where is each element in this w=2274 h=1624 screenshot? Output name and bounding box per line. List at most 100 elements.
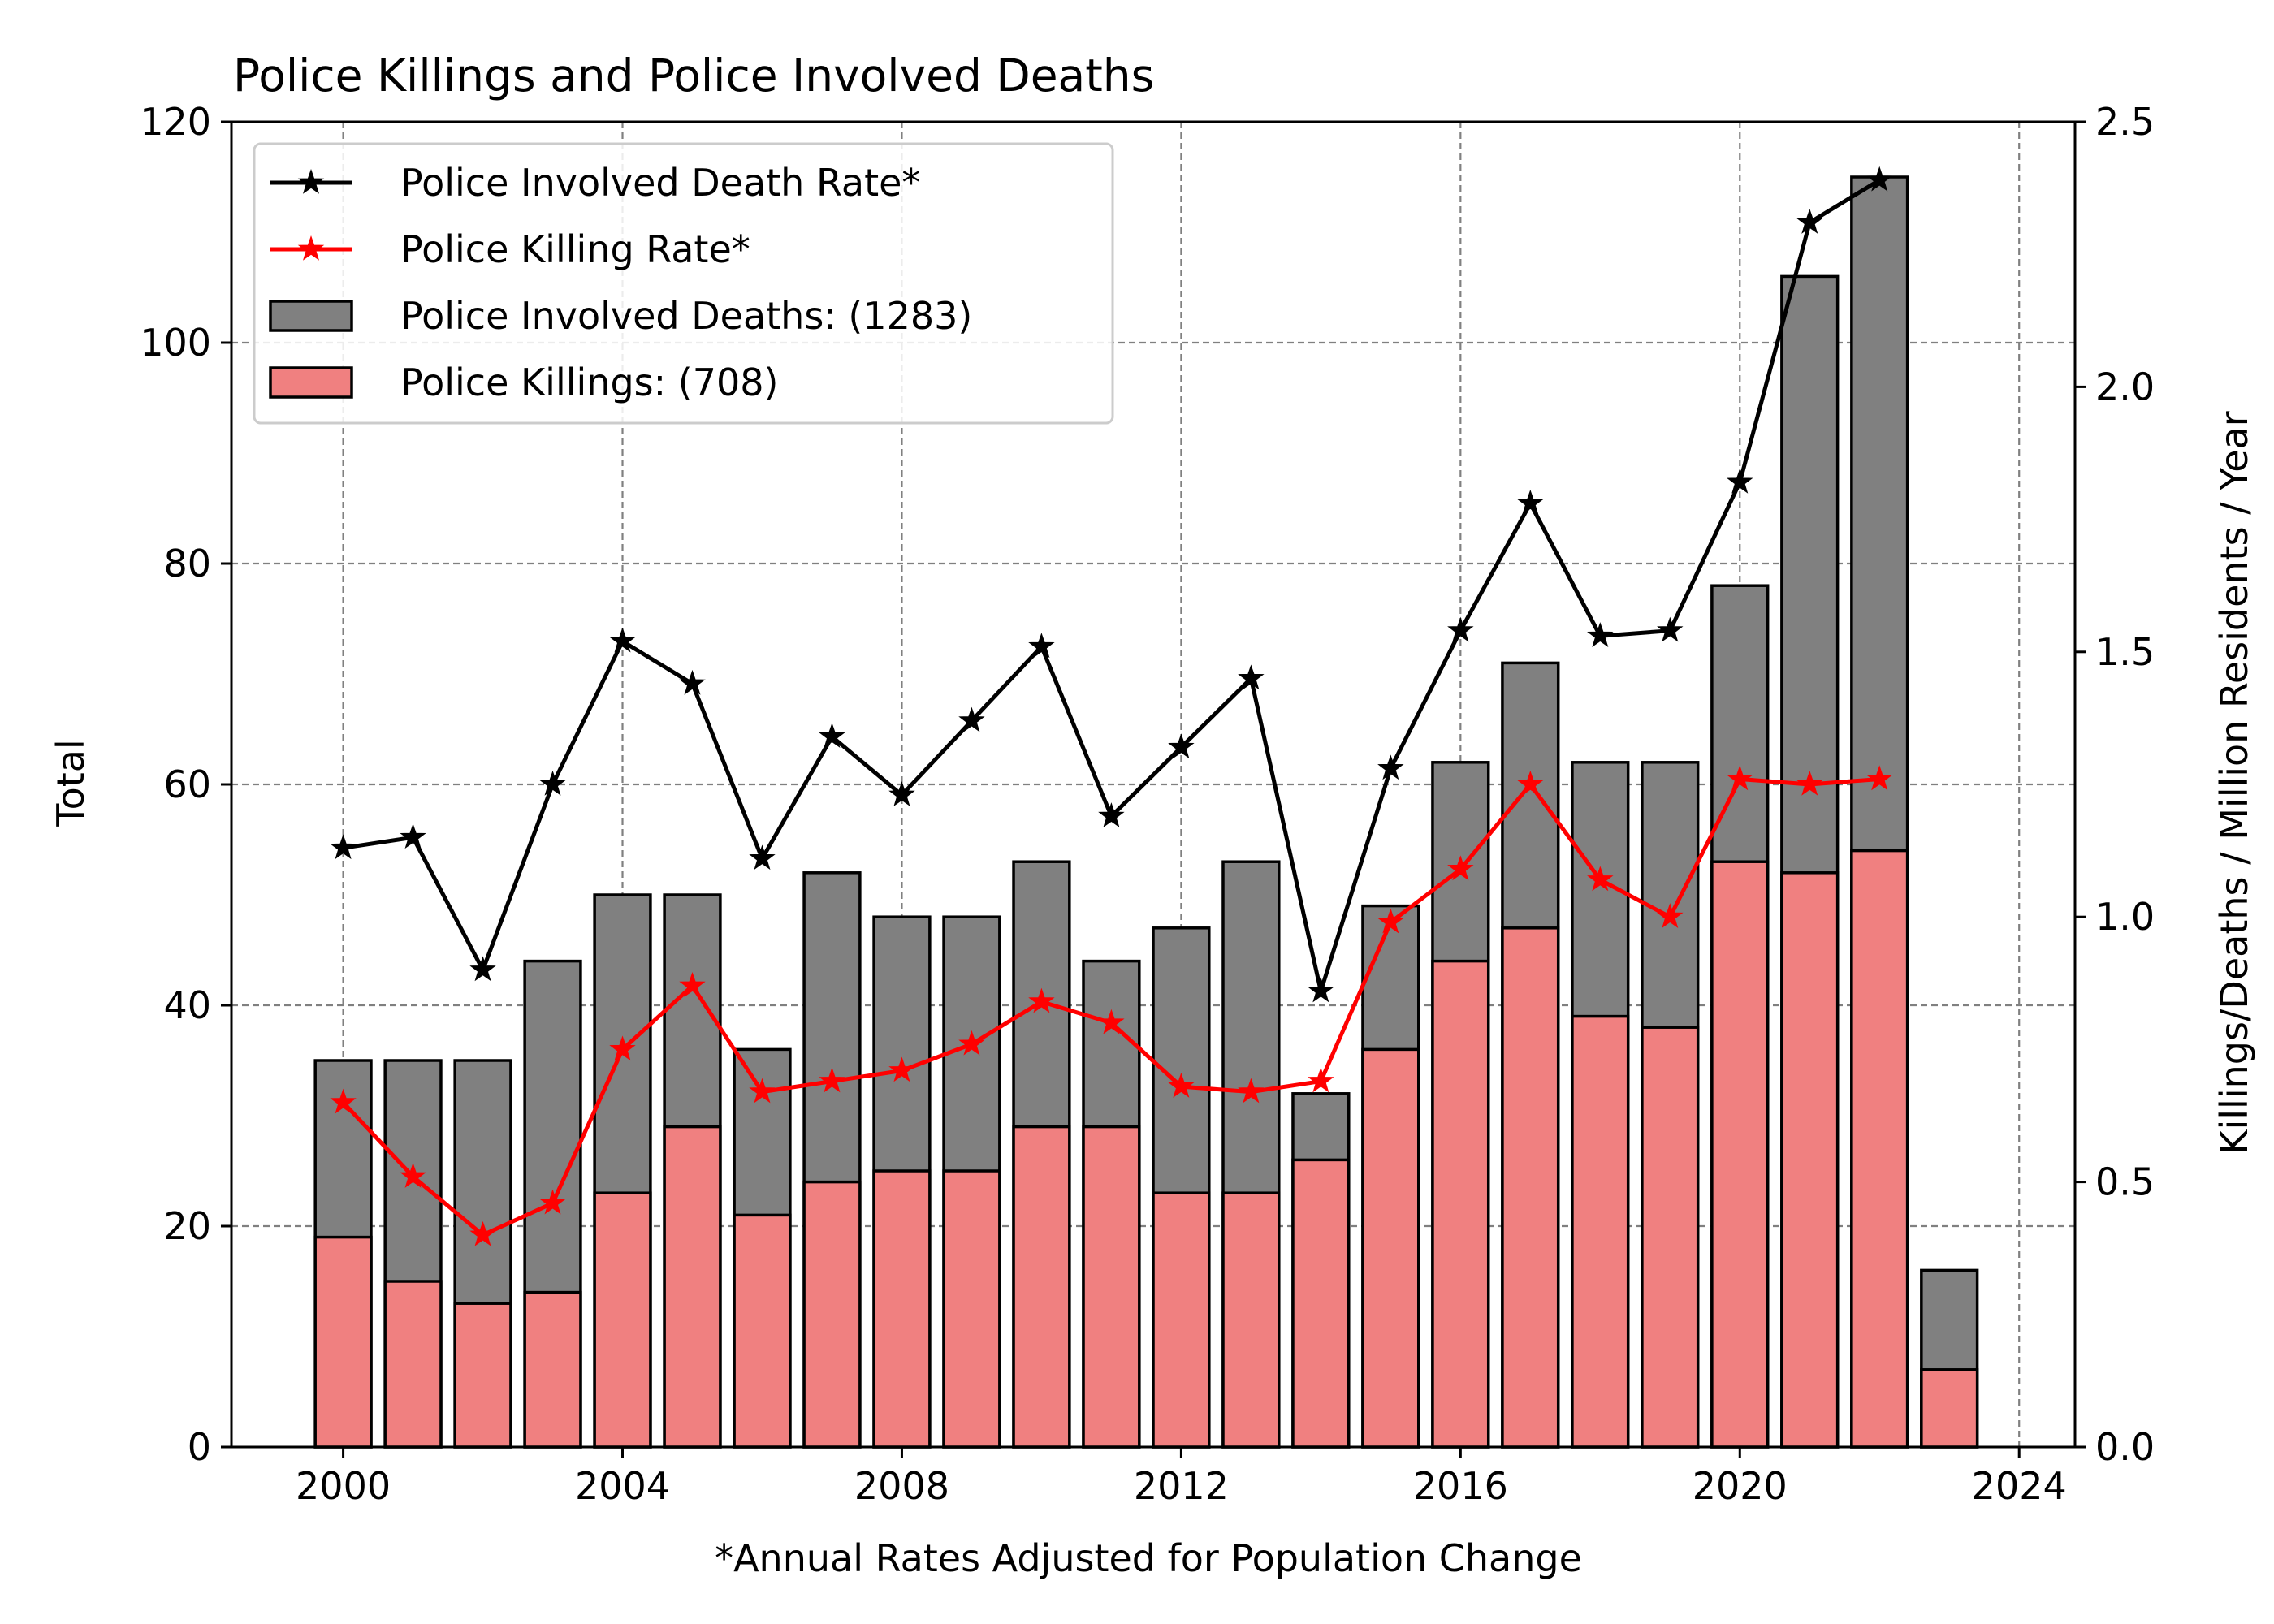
point-killing-rate xyxy=(1238,1078,1265,1104)
point-killing-rate xyxy=(749,1078,776,1104)
legend-label: Police Killings: (708) xyxy=(400,361,778,404)
legend-label: Police Involved Deaths: (1283) xyxy=(400,294,972,338)
bar-police-killings xyxy=(1152,1191,1211,1449)
x-axis-label: *Annual Rates Adjusted for Population Ch… xyxy=(715,1536,1582,1580)
bar-police-killings xyxy=(1431,959,1490,1449)
bar-police-killings xyxy=(1920,1368,1979,1449)
point-killing-rate xyxy=(1447,855,1474,881)
point-killing-rate xyxy=(958,1030,985,1056)
y2-tick-label: 2.0 xyxy=(2095,365,2155,408)
x-tick-label: 2020 xyxy=(1693,1464,1788,1508)
bar-police-killings xyxy=(1850,849,1909,1449)
bar-police-killings xyxy=(1221,1191,1281,1449)
y2-tick-label: 2.5 xyxy=(2095,100,2155,144)
point-killing-rate xyxy=(400,1163,426,1188)
bar-police-killings xyxy=(1501,926,1560,1449)
point-death-rate xyxy=(539,770,566,796)
bar-police-killings xyxy=(1012,1125,1071,1449)
point-killing-rate xyxy=(888,1056,915,1082)
point-killing-rate xyxy=(1168,1073,1195,1098)
bar-police-killings xyxy=(1641,1026,1700,1449)
point-death-rate xyxy=(1168,733,1195,759)
bar-police-killings xyxy=(733,1213,792,1449)
point-death-rate xyxy=(330,834,357,860)
point-killing-rate xyxy=(1028,987,1055,1013)
rate-lines xyxy=(330,166,1893,1246)
bar-police-killings xyxy=(872,1169,932,1449)
bar-police-killings xyxy=(593,1191,652,1449)
x-tick-label: 2008 xyxy=(854,1464,949,1508)
bar-police-killings xyxy=(942,1169,1001,1449)
bar-police-killings xyxy=(1780,871,1840,1449)
y2-tick-label: 1.0 xyxy=(2095,895,2155,939)
legend-label: Police Involved Death Rate* xyxy=(400,161,920,205)
point-death-rate xyxy=(400,823,426,849)
point-death-rate xyxy=(1657,616,1684,642)
bar-police-killings xyxy=(1082,1125,1141,1449)
y-tick-label: 60 xyxy=(163,762,211,806)
point-death-rate xyxy=(1447,616,1474,642)
point-death-rate xyxy=(888,781,915,806)
y-tick-label: 40 xyxy=(163,983,211,1027)
point-death-rate xyxy=(1238,664,1265,690)
legend-bar-swatch xyxy=(269,366,353,399)
point-killing-rate xyxy=(1517,770,1544,796)
bar-police-killings xyxy=(1571,1014,1630,1449)
point-killing-rate xyxy=(469,1220,496,1246)
bar-police-killings xyxy=(1291,1158,1351,1449)
y-tick-label: 120 xyxy=(140,100,211,144)
point-killing-rate xyxy=(1308,1067,1334,1093)
point-killing-rate xyxy=(1866,765,1893,791)
legend-bar-swatch xyxy=(269,300,353,332)
legend: Police Involved Death Rate* Police Killin… xyxy=(253,142,1114,425)
x-tick-label: 2024 xyxy=(1972,1464,2067,1508)
point-killing-rate xyxy=(539,1189,566,1215)
legend-star-marker xyxy=(297,168,325,194)
point-death-rate xyxy=(1377,754,1404,780)
x-tick-label: 2016 xyxy=(1413,1464,1508,1508)
point-death-rate xyxy=(1796,208,1823,234)
point-death-rate xyxy=(1028,633,1055,659)
point-death-rate xyxy=(1727,468,1753,494)
bar-police-killings xyxy=(453,1302,512,1449)
bar-police-killings xyxy=(1710,860,1770,1449)
y-tick-label: 100 xyxy=(140,321,211,365)
bar-police-killings xyxy=(383,1280,443,1449)
chart-title: Police Killings and Police Involved Deat… xyxy=(233,50,1154,102)
point-death-rate xyxy=(1587,622,1614,648)
x-tick-label: 2000 xyxy=(296,1464,391,1508)
axes: 2000 2004 2008 2012 2016 2020 2024 0 20 40 60 80 100… xyxy=(140,100,2155,1508)
y2-axis-label: Killings/Deaths / Million Residents / Ye… xyxy=(2212,411,2256,1154)
point-killing-rate xyxy=(1377,908,1404,934)
x-tick-label: 2012 xyxy=(1134,1464,1229,1508)
bar-police-killings xyxy=(1361,1047,1420,1449)
legend-star-marker xyxy=(297,235,325,261)
point-killing-rate xyxy=(679,972,706,997)
point-killing-rate xyxy=(1098,1009,1125,1034)
point-death-rate xyxy=(1517,489,1544,515)
y2-tick-label: 0.5 xyxy=(2095,1160,2155,1204)
point-death-rate xyxy=(749,844,776,870)
bar-police-killings xyxy=(313,1235,373,1449)
point-death-rate xyxy=(958,706,985,732)
bar-police-killings xyxy=(523,1290,582,1449)
bar-police-killings xyxy=(802,1180,862,1449)
x-tick-label: 2004 xyxy=(575,1464,670,1508)
y2-tick-label: 0.0 xyxy=(2095,1425,2155,1469)
y-tick-label: 80 xyxy=(163,542,211,585)
legend-label: Police Killing Rate* xyxy=(400,227,750,271)
y-tick-label: 20 xyxy=(163,1204,211,1248)
point-death-rate xyxy=(1098,802,1125,827)
point-killing-rate xyxy=(330,1088,357,1114)
point-killing-rate xyxy=(1587,866,1614,892)
point-death-rate xyxy=(1308,977,1334,1003)
point-death-rate xyxy=(469,956,496,982)
point-killing-rate xyxy=(1727,765,1753,791)
point-killing-rate xyxy=(609,1035,636,1061)
point-death-rate xyxy=(609,627,636,653)
point-death-rate xyxy=(679,669,706,695)
y2-tick-label: 1.5 xyxy=(2095,630,2155,674)
y-axis-label: Total xyxy=(49,739,93,827)
point-death-rate xyxy=(819,723,845,749)
